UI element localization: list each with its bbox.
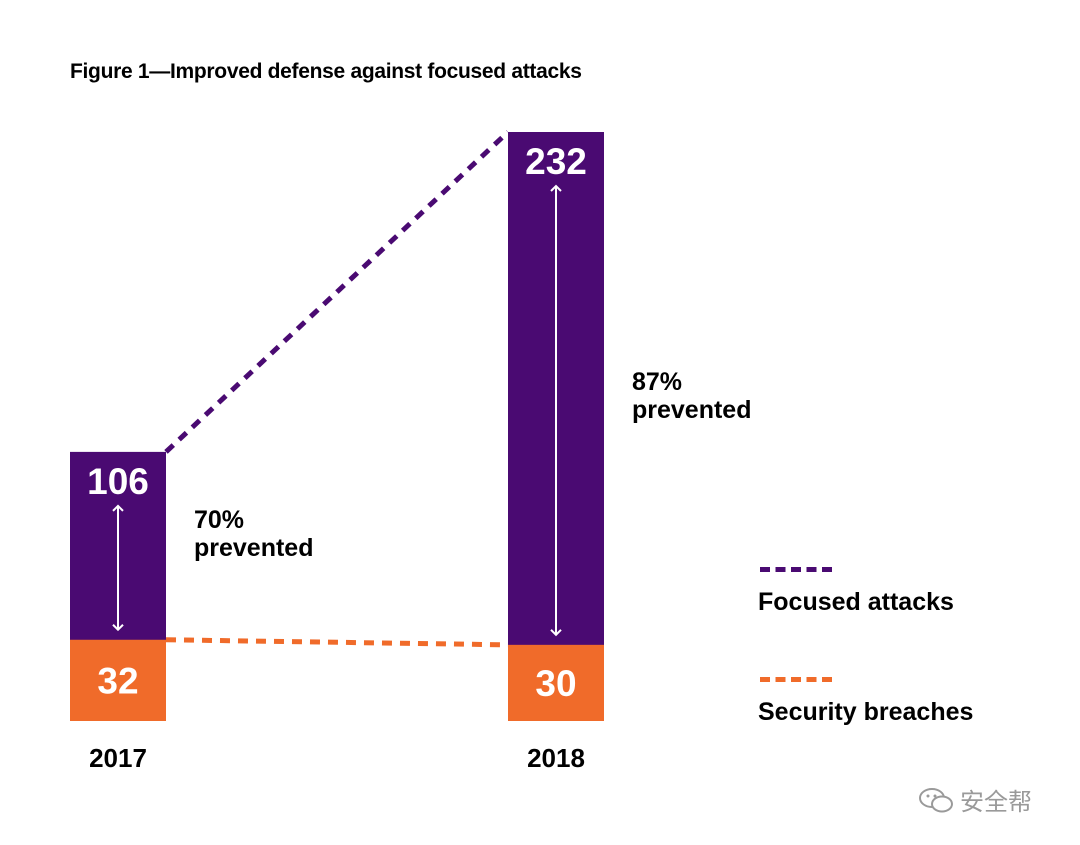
focused-attacks-trend-line: [166, 132, 508, 452]
annotation-2017: 70% prevented: [194, 506, 313, 562]
legend-security-breaches-label: Security breaches: [758, 698, 973, 727]
security-breaches-trend-line: [166, 640, 508, 645]
watermark-text: 安全帮: [960, 782, 1032, 817]
value-label-focused-attacks-2017: 106: [87, 461, 149, 502]
annotation-2018-pct: 87%: [632, 368, 751, 396]
watermark: 安全帮: [918, 782, 1032, 817]
x-tick-label-2017: 2017: [89, 743, 147, 773]
wechat-icon: [918, 786, 954, 814]
legend-security-breaches-swatch: [760, 677, 832, 682]
legend-focused-attacks-label: Focused attacks: [758, 588, 954, 617]
value-label-security-breaches-2017: 32: [97, 660, 138, 701]
value-label-focused-attacks-2018: 232: [525, 141, 587, 182]
x-tick-label-2018: 2018: [527, 743, 585, 773]
value-label-security-breaches-2018: 30: [535, 663, 576, 704]
annotation-2018: 87% prevented: [632, 368, 751, 424]
annotation-2017-text: prevented: [194, 534, 313, 562]
annotation-2017-pct: 70%: [194, 506, 313, 534]
legend-focused-attacks-swatch: [760, 567, 832, 572]
annotation-2018-text: prevented: [632, 396, 751, 424]
